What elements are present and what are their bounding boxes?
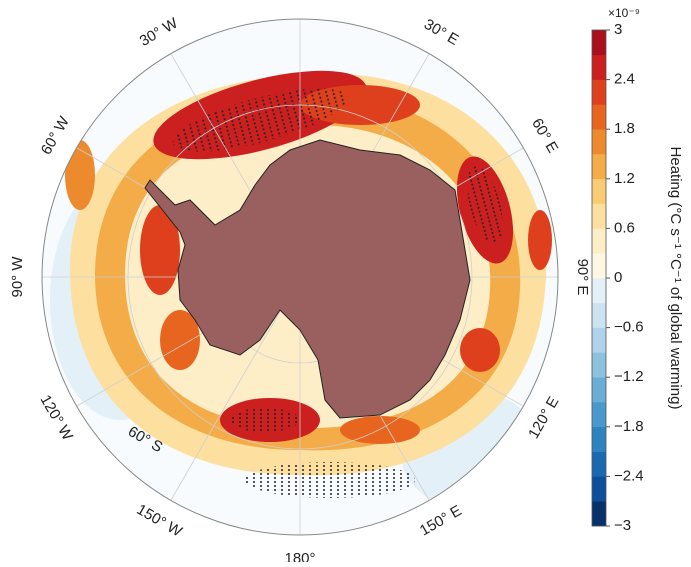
lon-label: 150° W <box>134 501 186 541</box>
colorbar-bin <box>592 178 606 204</box>
colorbar-tick-label: 1.2 <box>614 170 635 187</box>
lon-label: 120° E <box>525 394 562 442</box>
colorbar-bin <box>592 327 606 353</box>
colorbar-tick-label: −1.8 <box>614 418 644 435</box>
lon-label: 60° W <box>38 113 74 158</box>
lon-label: 90° E <box>574 259 591 296</box>
colorbar-bin <box>592 253 606 279</box>
colorbar-tick-label: −1.2 <box>614 368 644 385</box>
colorbar-bin <box>592 426 606 452</box>
colorbar-bin <box>592 154 606 180</box>
colorbar-bin <box>592 104 606 130</box>
colorbar-tick-label: 0.6 <box>614 219 635 236</box>
lon-label: 150° E <box>417 502 465 539</box>
colorbar-bin <box>592 377 606 403</box>
lon-label: 120° W <box>37 392 77 444</box>
colorbar-tick-label: 3 <box>614 21 622 38</box>
polar-map <box>41 18 559 536</box>
colorbar-tick-label: 1.8 <box>614 120 635 137</box>
colorbar-bin <box>592 302 606 328</box>
colorbar-bin <box>592 402 606 428</box>
colorbar-tick-label: 2.4 <box>614 71 635 88</box>
colorbar-bin <box>592 203 606 229</box>
colorbar: 3 2.4 1.8 1.2 0.6 0 −0.6 −1.2 −1.8 −2.4 −3 <box>591 21 644 534</box>
lon-label: 30° W <box>137 14 182 50</box>
colorbar-bin <box>592 30 606 56</box>
colorbar-tick-label: 0 <box>614 269 622 286</box>
lon-label: 90° W <box>9 256 26 298</box>
lon-label: 180° <box>284 550 315 562</box>
colorbar-tick-label: −2.4 <box>614 467 644 484</box>
colorbar-bin <box>592 54 606 80</box>
colorbar-bin <box>592 228 606 254</box>
colorbar-tick-label: −3 <box>614 517 631 534</box>
colorbar-bin <box>592 352 606 378</box>
colorbar-bin <box>592 129 606 155</box>
antarctica <box>144 139 471 419</box>
colorbar-bin <box>592 451 606 477</box>
colorbar-bin <box>592 278 606 304</box>
colorbar-tick-label: −0.6 <box>614 319 644 336</box>
lon-label: 0° <box>293 0 307 3</box>
colorbar-bin <box>592 501 606 527</box>
colorbar-label: Heating (°C s⁻¹ °C⁻¹ of global warming) <box>667 147 684 410</box>
map-border <box>41 18 559 536</box>
colorbar-bin <box>592 476 606 502</box>
colorbar-bin <box>592 79 606 105</box>
lon-label: 60° E <box>528 116 561 156</box>
lon-label: 30° E <box>421 16 461 49</box>
colorbar-exponent: ×10⁻⁹ <box>608 6 640 20</box>
